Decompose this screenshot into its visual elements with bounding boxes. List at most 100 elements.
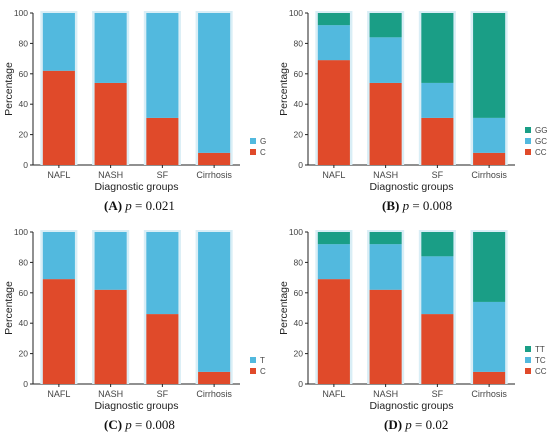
- panel-d-x-tick-label: SF: [432, 389, 444, 399]
- panel-a-y-tick-label: 80: [19, 38, 29, 48]
- panel-a-legend-swatch-c: [250, 149, 256, 155]
- panel-a-x-tick-label: SF: [157, 170, 169, 180]
- panel-b-bar-cc-nash: [369, 82, 402, 165]
- panel-c-y-tick-label: 20: [19, 349, 29, 359]
- panel-c-x-label: Diagnostic groups: [94, 400, 178, 412]
- panel-d-bar-cc-sf: [421, 314, 454, 384]
- panel-a-caption-value: = 0.021: [131, 198, 175, 213]
- panel-b-y-tick-label: 100: [289, 8, 303, 18]
- panel-d-y-label: Percentage: [278, 281, 290, 335]
- panel-b-x-label: Diagnostic groups: [369, 181, 453, 193]
- panel-d-legend-label-tc: TC: [535, 356, 546, 365]
- panel-b-bar-gc-cirrhosis: [473, 117, 506, 153]
- panel-d-bar-tc-nafl: [317, 244, 350, 280]
- panel-b-x-tick-label: NASH: [373, 170, 398, 180]
- panel-b-x-tick-label: Cirrhosis: [471, 170, 507, 180]
- panel-c-caption-letter: (C): [104, 417, 123, 432]
- panel-b-y-tick-label: 80: [294, 38, 304, 48]
- panel-c-x-tick-label: NASH: [98, 389, 123, 399]
- panel-b-y-tick-label: 0: [298, 160, 303, 170]
- panel-a-legend-label-c: C: [260, 148, 266, 157]
- panel-c-chart: 0 20 40 60 80 100 Percentage NAFL NASH SF Cirrhosi…: [3, 227, 266, 412]
- panel-b-chart: 0 20 40 60 80 100 Percentage NAFL NASH SF Cirrhosi…: [278, 8, 547, 193]
- panel-d-chart: 0 20 40 60 80 100 Percentage NAFL NASH SF Cirrhosi…: [278, 227, 547, 412]
- panel-b-bar-gc-sf: [421, 82, 454, 118]
- panel-c-bar-c-nash: [94, 289, 127, 384]
- panel-b-bar-cc-cirrhosis: [473, 152, 506, 165]
- panel-b-x-tick-label: NAFL: [322, 170, 345, 180]
- panel-d-legend-label-cc: CC: [535, 367, 547, 376]
- panel-d-y-tick-label: 100: [289, 227, 303, 237]
- panel-c-y-tick-label: 40: [19, 318, 29, 328]
- panel-b-y-tick-label: 60: [294, 69, 304, 79]
- panel-a-y-tick-label: 20: [19, 130, 29, 140]
- panel-c-y-tick-label: 100: [14, 227, 28, 237]
- panel-d-caption-stat: p: [405, 417, 412, 432]
- panel-d-x-tick-label: NASH: [373, 389, 398, 399]
- panel-b-caption-letter: (B): [382, 198, 400, 213]
- panel-b-caption: (B) p = 0.008: [382, 198, 452, 214]
- panel-a-bar-c-sf: [146, 117, 179, 165]
- panel-c-legend-label-c: C: [260, 367, 266, 376]
- panel-d-legend-swatch-tt: [525, 346, 531, 352]
- panel-c-caption-stat: p: [125, 417, 132, 432]
- panel-b-caption-value: = 0.008: [409, 198, 453, 213]
- panel-a-legend-swatch-g: [250, 138, 256, 144]
- panel-d-legend-swatch-tc: [525, 357, 531, 363]
- panel-c-bar-c-sf: [146, 314, 179, 384]
- panel-d-caption-value: = 0.02: [411, 417, 449, 432]
- panel-c-bar-c-cirrhosis: [198, 371, 231, 384]
- panel-d-bar-cc-cirrhosis: [473, 371, 506, 384]
- panel-d-bar-tc-nash: [369, 244, 402, 290]
- panel-d-bar-cc-nash: [369, 289, 402, 384]
- panel-b-bar-gg-cirrhosis: [473, 13, 506, 118]
- panel-a-x-tick-label: NASH: [98, 170, 123, 180]
- panel-c-y-tick-label: 80: [19, 257, 29, 267]
- panel-b-caption-stat: p: [402, 198, 410, 213]
- panel-c-y-label: Percentage: [3, 281, 15, 335]
- panel-d-bar-cc-nafl: [317, 279, 350, 384]
- panel-b-legend-label-cc: CC: [535, 148, 547, 157]
- panel-a-bar-c-nafl: [42, 70, 75, 165]
- panel-d-bar-tt-sf: [421, 232, 454, 257]
- panel-a-caption: (A) p = 0.021: [104, 198, 175, 214]
- panel-c-bar-t-nafl: [42, 232, 75, 280]
- panel-a-chart: 0 20 40 60 80 100 Percentage NAFL NASH SF Cirrhosi…: [3, 8, 266, 193]
- panel-d-x-label: Diagnostic groups: [369, 400, 453, 412]
- panel-b-bar-cc-sf: [421, 117, 454, 165]
- panel-c-x-tick-label: Cirrhosis: [196, 389, 232, 399]
- panel-a-bar-g-nash: [94, 13, 127, 83]
- panel-c-legend-swatch-t: [250, 357, 256, 363]
- panel-d-bar-tt-nash: [369, 232, 402, 245]
- panel-c-y-tick-label: 60: [19, 288, 29, 298]
- panel-b-legend-swatch-cc: [525, 149, 531, 155]
- panel-a-bar-g-nafl: [42, 13, 75, 71]
- panel-b-legend-label-gc: GC: [535, 137, 547, 146]
- panel-b-legend-swatch-gc: [525, 138, 531, 144]
- panel-a-y-tick-label: 0: [23, 160, 28, 170]
- panel-d-caption-letter: (D): [384, 417, 403, 432]
- panel-b-legend-label-gg: GG: [535, 126, 547, 135]
- panel-d-y-tick-label: 0: [298, 379, 303, 389]
- panel-b-bar-gg-nafl: [317, 13, 350, 26]
- panel-a-bar-g-sf: [146, 13, 179, 118]
- panel-a-x-tick-label: Cirrhosis: [196, 170, 232, 180]
- panel-b-bar-gc-nafl: [317, 25, 350, 61]
- panel-a-x-tick-label: NAFL: [47, 170, 70, 180]
- panel-b-bar-gc-nash: [369, 37, 402, 83]
- panel-a-y-label: Percentage: [3, 62, 15, 116]
- panel-a-caption-letter: (A): [104, 198, 123, 213]
- panel-d-x-tick-label: Cirrhosis: [471, 389, 507, 399]
- panel-a-x-label: Diagnostic groups: [94, 181, 178, 193]
- panel-c-caption-value: = 0.008: [131, 417, 175, 432]
- panel-c-bar-t-nash: [94, 232, 127, 290]
- panel-d-y-tick-label: 80: [294, 257, 304, 267]
- panel-b-bar-cc-nafl: [317, 60, 350, 166]
- panel-d-y-tick-label: 40: [294, 318, 304, 328]
- panel-b-bar-gg-sf: [421, 13, 454, 83]
- panel-a-legend-label-g: G: [260, 137, 266, 146]
- panel-d-bar-tt-nafl: [317, 232, 350, 245]
- panel-c-x-tick-label: SF: [157, 389, 169, 399]
- panel-d-caption: (D) p = 0.02: [384, 417, 448, 433]
